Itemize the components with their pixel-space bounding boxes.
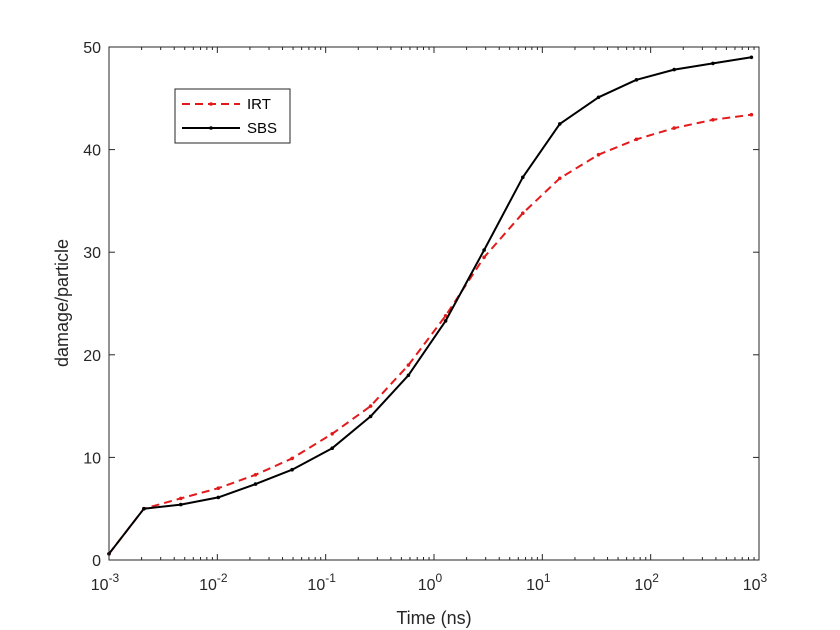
data-point-sbs xyxy=(443,319,448,323)
data-point-sbs xyxy=(142,506,146,511)
data-point-irt xyxy=(253,473,258,477)
x-tick-labels: 10-3 10-2 10-1 100 101 102 103 xyxy=(91,571,768,594)
data-point-sbs xyxy=(179,502,183,507)
x-tick-label: 101 xyxy=(526,571,551,594)
y-tick-label: 0 xyxy=(92,553,101,570)
y-tick-label: 30 xyxy=(83,245,101,262)
data-point-sbs xyxy=(482,248,486,252)
data-point-sbs xyxy=(558,122,562,126)
data-point-sbs xyxy=(711,61,715,66)
data-point-irt xyxy=(596,152,601,157)
data-point-irt xyxy=(368,404,373,408)
data-point-sbs xyxy=(596,95,601,100)
legend-box xyxy=(174,88,291,144)
data-point-irt xyxy=(521,211,525,215)
x-tick-label: 10-1 xyxy=(307,571,336,594)
data-point-sbs xyxy=(253,482,258,486)
series-line-sbs xyxy=(108,56,752,555)
data-point-irt xyxy=(179,496,183,501)
y-tick-labels: 0 10 20 30 40 50 xyxy=(83,40,101,570)
legend: IRT SBS xyxy=(174,88,291,144)
data-point-sbs xyxy=(634,78,639,82)
x-tick-label: 100 xyxy=(418,571,443,594)
data-point-irt xyxy=(330,432,335,436)
x-tick-label: 103 xyxy=(743,571,768,594)
data-point-sbs xyxy=(749,55,754,60)
x-tick-label: 10-2 xyxy=(199,571,228,594)
legend-label-irt: IRT xyxy=(247,96,271,113)
data-point-sbs xyxy=(672,67,676,72)
y-tick-label: 40 xyxy=(83,143,101,160)
y-axis-label: damage/particle xyxy=(52,239,72,367)
series-line-irt xyxy=(108,113,752,555)
data-point-irt xyxy=(406,363,411,367)
data-point-irt xyxy=(443,314,448,318)
x-tick-label: 10-3 xyxy=(91,571,120,594)
legend-marker-sbs xyxy=(209,126,213,130)
x-axis-label: Time (ns) xyxy=(396,608,471,628)
x-tick-label: 102 xyxy=(634,571,659,594)
data-point-sbs xyxy=(290,467,294,472)
y-tick-label: 50 xyxy=(83,40,101,57)
y-tick-label: 20 xyxy=(83,348,101,365)
data-point-sbs xyxy=(216,495,221,500)
data-point-irt xyxy=(634,137,639,142)
series-layer xyxy=(107,55,754,556)
legend-marker-irt xyxy=(209,102,213,106)
data-point-irt xyxy=(290,456,294,461)
data-point-irt xyxy=(482,255,486,260)
data-point-sbs xyxy=(406,373,411,378)
y-tick-label: 10 xyxy=(83,450,101,467)
data-point-irt xyxy=(711,118,715,122)
data-point-sbs xyxy=(330,446,335,451)
data-point-irt xyxy=(558,176,562,181)
data-point-irt xyxy=(749,112,754,117)
legend-label-sbs: SBS xyxy=(247,120,277,137)
data-point-sbs xyxy=(368,414,373,419)
data-point-sbs xyxy=(521,175,525,180)
data-point-irt xyxy=(216,486,221,491)
data-point-irt xyxy=(672,126,676,130)
plot-frame xyxy=(108,46,760,561)
